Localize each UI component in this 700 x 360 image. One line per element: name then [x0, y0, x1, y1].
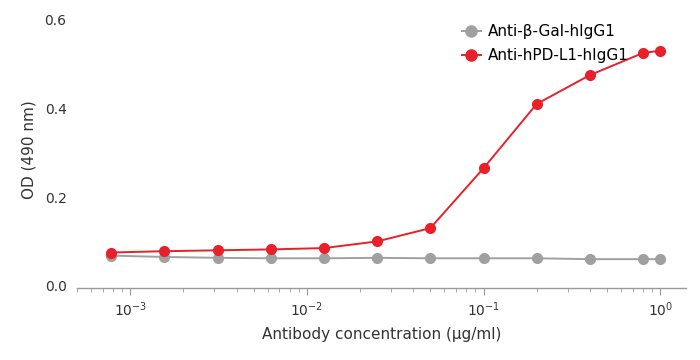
Anti-β-Gal-hIgG1 [586, 257, 594, 261]
X-axis label: Antibody concentration (μg/ml): Antibody concentration (μg/ml) [262, 328, 501, 342]
Line: Anti-hPD-L1-hIgG1: Anti-hPD-L1-hIgG1 [106, 46, 665, 257]
Anti-hPD-L1-hIgG1 [426, 226, 435, 230]
Anti-hPD-L1-hIgG1 [160, 249, 169, 253]
Anti-hPD-L1-hIgG1 [214, 248, 222, 252]
Anti-β-Gal-hIgG1 [214, 256, 222, 260]
Anti-β-Gal-hIgG1 [160, 255, 169, 259]
Anti-β-Gal-hIgG1 [480, 256, 488, 260]
Anti-β-Gal-hIgG1 [373, 256, 382, 260]
Anti-β-Gal-hIgG1 [533, 256, 541, 260]
Anti-hPD-L1-hIgG1 [267, 247, 275, 252]
Anti-hPD-L1-hIgG1 [107, 250, 116, 255]
Anti-β-Gal-hIgG1 [107, 253, 116, 258]
Legend: Anti-β-Gal-hIgG1, Anti-hPD-L1-hIgG1: Anti-β-Gal-hIgG1, Anti-hPD-L1-hIgG1 [462, 24, 629, 63]
Anti-hPD-L1-hIgG1 [320, 246, 328, 250]
Anti-hPD-L1-hIgG1 [586, 73, 594, 77]
Anti-hPD-L1-hIgG1 [533, 102, 541, 106]
Anti-hPD-L1-hIgG1 [480, 166, 488, 170]
Anti-β-Gal-hIgG1 [267, 256, 275, 260]
Anti-hPD-L1-hIgG1 [373, 239, 382, 244]
Anti-β-Gal-hIgG1 [639, 257, 648, 261]
Anti-β-Gal-hIgG1 [320, 256, 328, 260]
Y-axis label: OD (490 nm): OD (490 nm) [21, 100, 36, 199]
Anti-β-Gal-hIgG1 [426, 256, 435, 260]
Anti-hPD-L1-hIgG1 [639, 51, 648, 55]
Anti-hPD-L1-hIgG1 [656, 49, 664, 53]
Anti-β-Gal-hIgG1 [656, 257, 664, 261]
Line: Anti-β-Gal-hIgG1: Anti-β-Gal-hIgG1 [106, 251, 665, 264]
